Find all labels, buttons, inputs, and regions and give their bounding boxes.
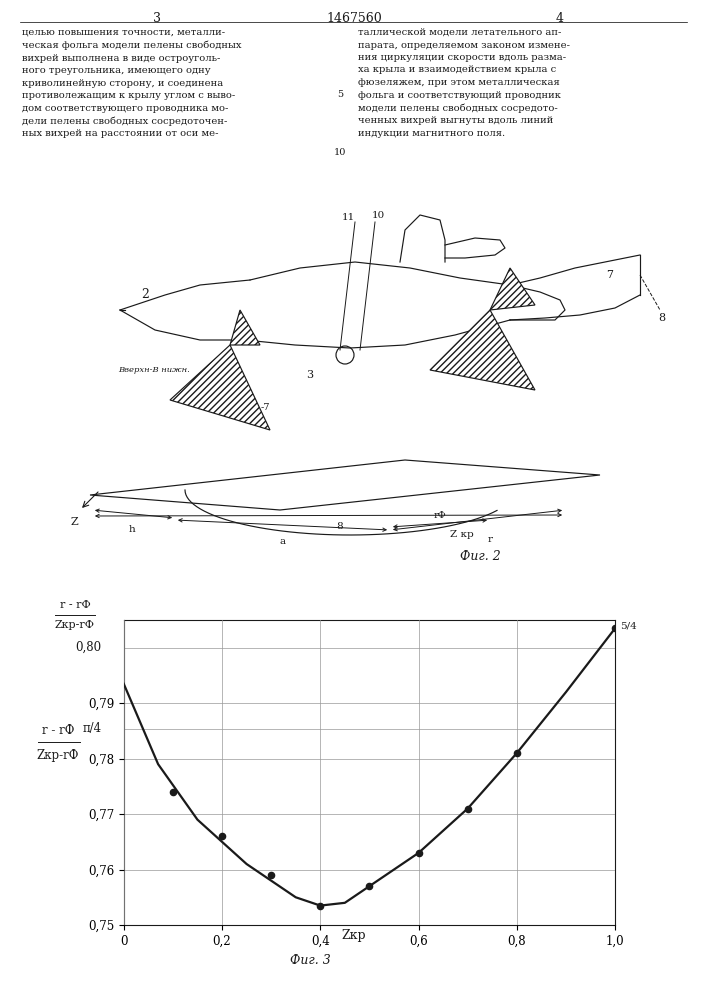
Text: Фиг. 3: Фиг. 3 [290,954,330,966]
Text: таллической модели летательного ап-
парата, определяемом законом измене-
ния цир: таллической модели летательного ап- пара… [358,28,570,138]
Text: Zкр-rФ: Zкр-rФ [37,748,79,762]
Text: 3: 3 [153,12,161,25]
Polygon shape [170,345,270,430]
Text: 8: 8 [658,313,665,323]
Text: h: h [129,525,135,534]
Text: Z: Z [70,517,78,527]
Point [363,878,375,894]
Point [511,745,522,761]
Text: 8: 8 [337,522,344,531]
Text: r: r [488,535,493,544]
Point [413,845,424,861]
Text: 3: 3 [306,370,314,380]
Text: r - rФ: r - rФ [42,724,74,736]
Point [265,867,276,883]
Text: Фиг. 2: Фиг. 2 [460,550,501,563]
Text: 5/4: 5/4 [620,621,637,630]
Point [609,620,621,636]
Text: rФ: rФ [346,906,362,918]
Text: π/4: π/4 [83,722,102,735]
Polygon shape [430,310,535,390]
Text: 4: 4 [556,12,564,25]
Point [216,828,228,844]
Text: a: a [280,537,286,546]
Polygon shape [490,268,535,310]
Text: 7: 7 [607,270,614,280]
Text: целью повышения точности, металли-
ческая фольга модели пелены свободных
вихрей : целью повышения точности, металли- ческа… [22,28,242,138]
Text: 11: 11 [341,214,355,223]
Point [167,784,178,800]
Text: 10: 10 [334,148,346,157]
Point [462,801,474,817]
Point [315,898,326,914]
Text: 5: 5 [337,90,343,99]
Text: Z кр: Z кр [450,530,474,539]
Text: 1467560: 1467560 [326,12,382,25]
Text: Вверхн-В нижн.: Вверхн-В нижн. [118,366,189,374]
Text: -7: -7 [260,403,270,412]
Text: Zкр: Zкр [341,928,366,942]
Text: Zкр-rФ: Zкр-rФ [55,620,95,630]
Text: 0,80: 0,80 [76,641,102,654]
Text: 2: 2 [141,288,149,302]
Text: 10: 10 [372,212,385,221]
Text: r - rФ: r - rФ [59,600,90,610]
Polygon shape [230,310,260,345]
Text: rФ: rФ [433,511,446,520]
